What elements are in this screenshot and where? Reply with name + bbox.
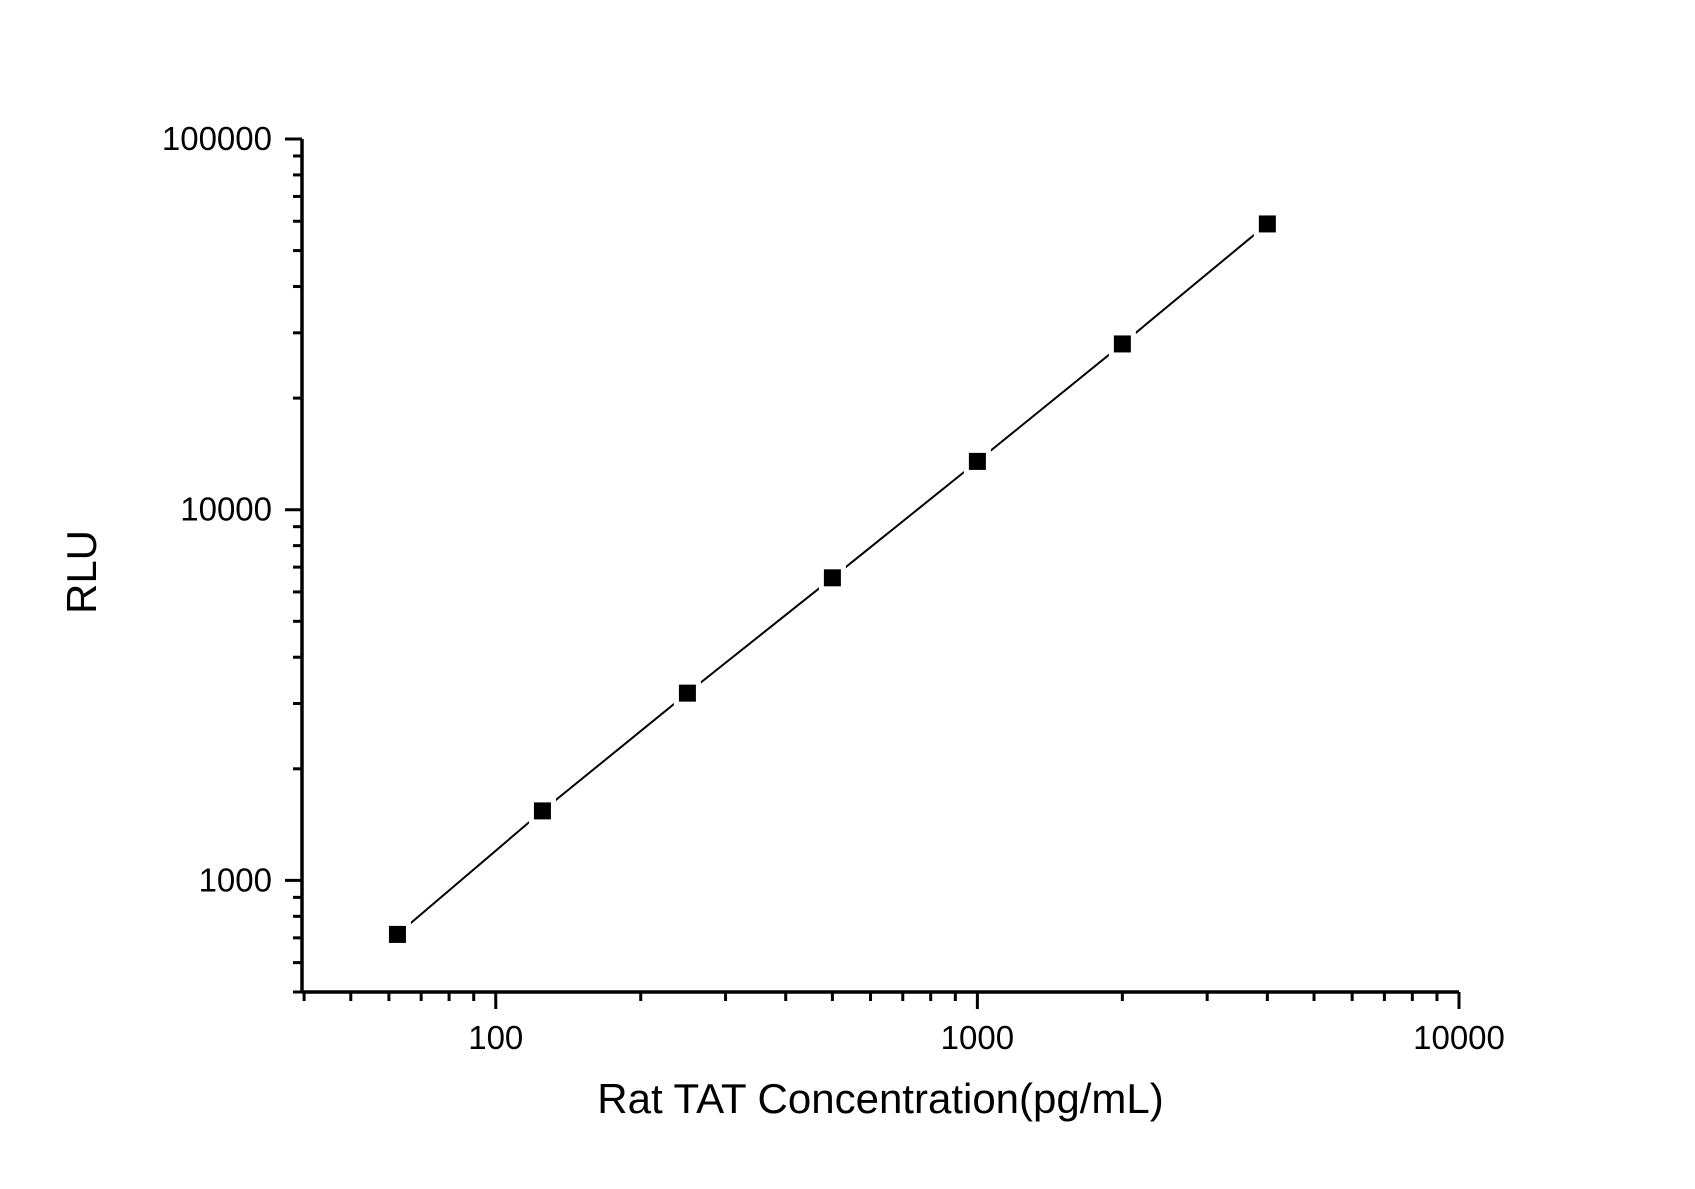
x-tick-label: 100 (468, 1019, 523, 1056)
data-point-marker (1113, 335, 1131, 353)
y-tick-label: 1000 (199, 861, 272, 898)
x-axis-title: Rat TAT Concentration(pg/mL) (597, 1075, 1164, 1122)
data-point-marker (1258, 215, 1276, 233)
y-axis-title: RLU (58, 529, 105, 615)
data-point-marker (968, 452, 986, 470)
data-point-marker (678, 684, 696, 702)
x-tick-label: 1000 (941, 1019, 1014, 1056)
data-point-marker (823, 569, 841, 587)
y-tick-label: 100000 (162, 120, 272, 157)
y-tick-label: 10000 (180, 491, 272, 528)
data-point-marker (533, 802, 551, 820)
x-tick-label: 10000 (1413, 1019, 1505, 1056)
data-point-marker (388, 925, 406, 943)
